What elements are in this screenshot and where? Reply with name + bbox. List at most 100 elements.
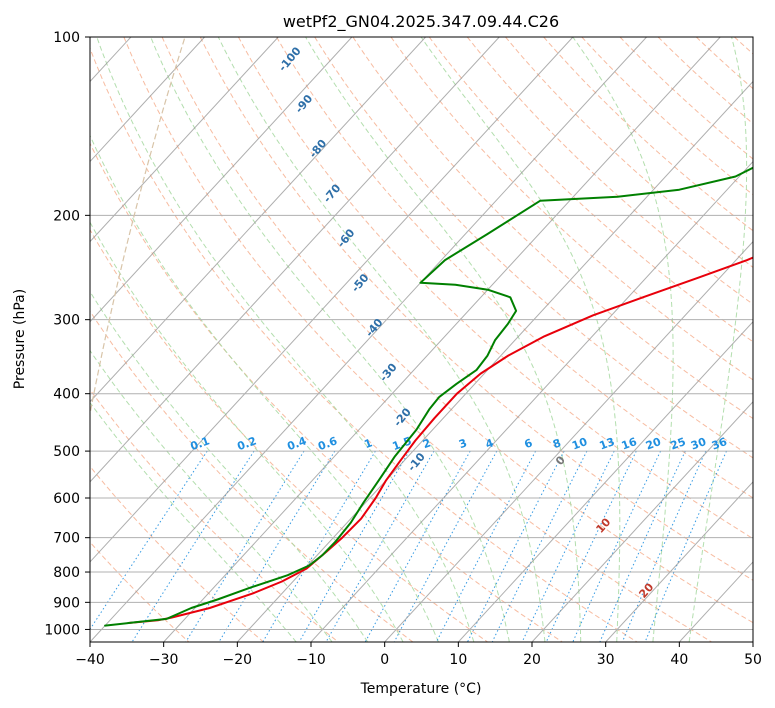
mixing-ratio-line bbox=[393, 450, 498, 642]
y-tick-label: 400 bbox=[53, 387, 80, 403]
y-tick-label: 500 bbox=[53, 444, 80, 460]
dry-adiabat-line bbox=[581, 37, 753, 196]
dewpoint-profile-line bbox=[104, 166, 753, 627]
dry-adiabat-line bbox=[390, 37, 753, 381]
mixing-ratio-label: 1 bbox=[362, 436, 374, 451]
dry-adiabat-line bbox=[90, 46, 638, 642]
dry-adiabat-line bbox=[161, 37, 753, 624]
mixing-ratio-label: 30 bbox=[689, 435, 708, 453]
mixing-ratio-line bbox=[298, 450, 410, 642]
moist-adiabat-line bbox=[217, 37, 546, 642]
isotherm-line bbox=[752, 641, 753, 642]
isotherm-line bbox=[531, 401, 753, 642]
isotherm-line bbox=[90, 37, 353, 323]
dry-adiabat-line bbox=[543, 37, 753, 232]
x-tick-label: −40 bbox=[75, 652, 105, 668]
mixing-ratio-label: 8 bbox=[551, 436, 563, 451]
dry-adiabat-label: 0 bbox=[553, 453, 568, 468]
y-axis-label: Pressure (hPa) bbox=[12, 289, 28, 389]
mixing-ratio-line bbox=[262, 450, 376, 642]
dry-adiabat-line bbox=[505, 37, 753, 268]
moist-adiabat-label: -10 bbox=[405, 450, 428, 474]
isotherm-line bbox=[310, 160, 753, 642]
mixing-ratio-line bbox=[599, 450, 686, 642]
dry-adiabat-line bbox=[123, 37, 712, 642]
mixing-ratio-line bbox=[218, 450, 336, 642]
dry-adiabat-line bbox=[90, 388, 339, 642]
mixing-ratio-label: 0.2 bbox=[235, 434, 258, 453]
mixing-ratio-label: 2 bbox=[421, 436, 433, 451]
x-tick-label: −10 bbox=[296, 652, 326, 668]
mixing-ratio-line bbox=[364, 450, 471, 642]
mixing-ratio-label: 0.1 bbox=[189, 434, 212, 453]
isotherm-line bbox=[90, 37, 647, 642]
mixing-ratio-label: 0.4 bbox=[285, 434, 308, 453]
dry-adiabat-line bbox=[619, 37, 753, 160]
mixing-ratio-line bbox=[325, 450, 435, 642]
moist-adiabat-line bbox=[90, 349, 333, 642]
moist-adiabat-line bbox=[420, 37, 621, 642]
moist-adiabat-label: -50 bbox=[349, 271, 372, 295]
x-tick-label: 20 bbox=[523, 652, 541, 668]
x-tick-label: 30 bbox=[597, 652, 615, 668]
moist-adiabat-line bbox=[96, 37, 475, 642]
isotherm-line bbox=[236, 80, 753, 642]
dry-adiabat-line bbox=[695, 37, 753, 90]
mixing-ratio-line bbox=[435, 450, 537, 642]
isotherm-line bbox=[384, 240, 753, 642]
x-tick-label: −20 bbox=[223, 652, 253, 668]
moist-adiabat-label: -20 bbox=[391, 405, 414, 429]
x-tick-label: 50 bbox=[744, 652, 762, 668]
chart-title: wetPf2_GN04.2025.347.09.44.C26 bbox=[283, 12, 559, 32]
isotherm-line bbox=[90, 37, 426, 403]
mixing-ratio-line bbox=[521, 450, 615, 642]
moist-adiabat-label: -30 bbox=[377, 361, 400, 385]
mixing-ratio-line bbox=[90, 450, 208, 631]
y-tick-label: 800 bbox=[53, 565, 80, 581]
mixing-ratio-label: 36 bbox=[710, 435, 729, 453]
dry-adiabat-line bbox=[428, 37, 753, 343]
moist-adiabat-line bbox=[90, 221, 404, 642]
moist-adiabat-label: -70 bbox=[321, 181, 344, 205]
mixing-ratio-label: 0.6 bbox=[316, 434, 339, 453]
x-axis-label: Temperature (°C) bbox=[360, 681, 482, 697]
y-tick-label: 100 bbox=[53, 30, 80, 46]
moist-adiabat-line bbox=[150, 37, 510, 642]
plot-frame bbox=[89, 36, 754, 643]
dry-adiabat-line bbox=[237, 37, 753, 540]
isotherm-line bbox=[605, 481, 753, 642]
dry-adiabat-line bbox=[90, 465, 264, 642]
y-tick-label: 1000 bbox=[44, 622, 80, 638]
mixing-ratio-line bbox=[491, 450, 588, 642]
mixing-ratio-label: 10 bbox=[570, 435, 589, 453]
zero-isotherm-curve bbox=[90, 37, 186, 417]
mixing-ratio-label: 16 bbox=[620, 435, 639, 453]
isotherm-line bbox=[90, 37, 500, 483]
moist-adiabat-label: -90 bbox=[293, 92, 316, 116]
dry-adiabat-line bbox=[90, 541, 190, 642]
dry-adiabat-line bbox=[314, 37, 753, 459]
x-axis: −40 −30 −20 −10 0 10 20 30 40 50 bbox=[75, 642, 762, 668]
y-tick-label: 900 bbox=[53, 595, 80, 611]
dry-adiabat-label: 20 bbox=[636, 580, 656, 600]
y-tick-label: 200 bbox=[53, 208, 80, 224]
isotherm-line bbox=[457, 320, 753, 642]
x-tick-label: 0 bbox=[380, 652, 389, 668]
y-axis: 100 200 300 400 500 600 700 800 900 1000 bbox=[44, 30, 90, 638]
isotherm-line bbox=[678, 561, 753, 642]
y-tick-label: 700 bbox=[53, 531, 80, 547]
background-line-labels: 0.1 0.2 0.4 0.6 1 1.5 2 3 4 6 8 10 13 16 20 25 30 36-100-… bbox=[189, 44, 729, 600]
mixing-ratio-line bbox=[467, 450, 565, 642]
isotherm-line bbox=[163, 37, 721, 642]
moist-adiabat-label: -100 bbox=[276, 44, 304, 74]
isotherm-line bbox=[90, 37, 205, 163]
moist-adiabat-label: -80 bbox=[307, 137, 330, 161]
x-tick-label: 40 bbox=[670, 652, 688, 668]
mixing-ratio-label: 25 bbox=[669, 435, 688, 452]
isotherm-line bbox=[90, 37, 279, 243]
moist-adiabat-label: -60 bbox=[335, 226, 358, 250]
mixing-ratio-label: 20 bbox=[644, 435, 663, 453]
dry-adiabat-line bbox=[734, 37, 753, 55]
mixing-ratio-line bbox=[185, 450, 305, 642]
mixing-ratio-label: 13 bbox=[598, 435, 617, 452]
